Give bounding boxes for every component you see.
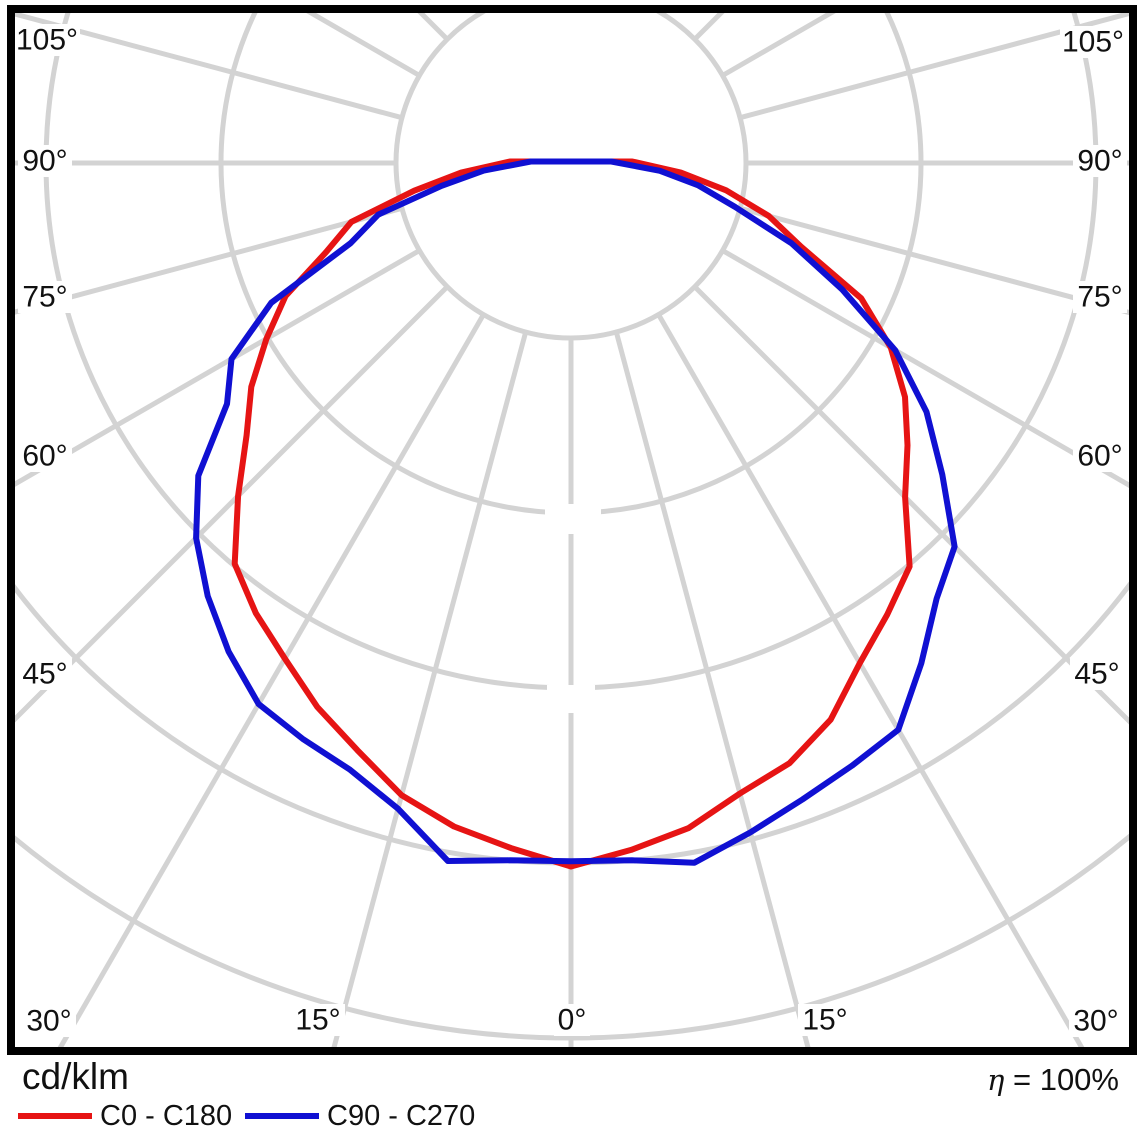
angle-label: 75° <box>22 281 67 314</box>
angle-label: 105° <box>16 24 78 57</box>
angle-label: 90° <box>22 145 67 178</box>
angle-label: 60° <box>22 440 67 473</box>
grid-label-gaps <box>545 504 601 713</box>
angle-label: 15° <box>802 1004 847 1037</box>
efficiency-label: η = 100% <box>987 1062 1119 1098</box>
legend: C0 - C180 C90 - C270 <box>0 1100 1142 1132</box>
angle-label: 45° <box>1074 658 1119 691</box>
legend-item-c90-c270: C90 - C270 <box>245 1100 475 1132</box>
eta-symbol: η <box>986 1063 1005 1097</box>
gamma-angle-labels: 105° 90° 75° 60° 45° 30° 15° 0° 15° 30° 45° 60° 75° 9… <box>14 24 1127 1038</box>
chart-border <box>7 5 1137 1055</box>
legend-item-c0-c180: C0 - C180 <box>18 1100 232 1132</box>
legend-label-c0-c180: C0 - C180 <box>100 1100 233 1132</box>
intensity-curves <box>193 158 958 870</box>
legend-swatch-red <box>18 1113 92 1119</box>
angle-label: 15° <box>295 1004 340 1037</box>
angle-label: 90° <box>1077 145 1122 178</box>
legend-label-c90-c270: C90 - C270 <box>327 1100 476 1132</box>
units-label: cd/klm <box>22 1056 129 1097</box>
angle-label: 30° <box>1073 1005 1118 1038</box>
angle-label: 105° <box>1062 26 1124 59</box>
legend-swatch-blue <box>245 1113 319 1119</box>
curve-c90-c270 <box>193 158 958 866</box>
angle-label: 45° <box>22 658 67 691</box>
eta-value: 100% <box>1039 1062 1119 1097</box>
angle-label: 30° <box>26 1005 71 1038</box>
angle-label: 75° <box>1077 281 1122 314</box>
eta-equals: = <box>1004 1062 1040 1097</box>
angle-label: 0° <box>558 1004 587 1037</box>
angle-label: 60° <box>1077 440 1122 473</box>
